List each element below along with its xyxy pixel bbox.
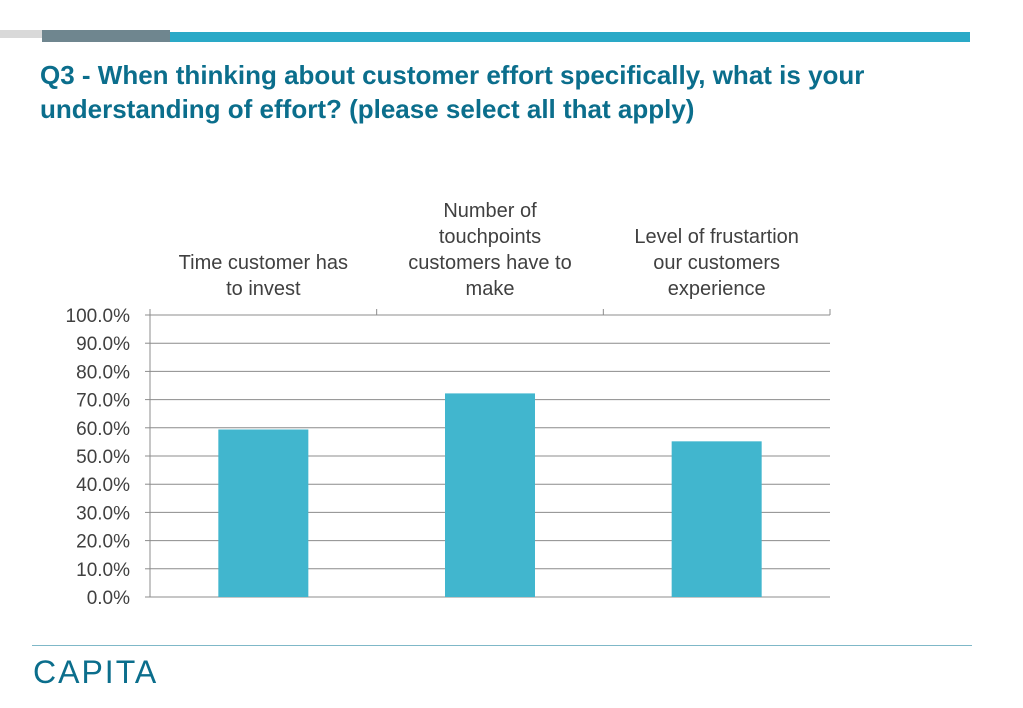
category-label: touchpoints <box>439 226 541 248</box>
header-accent-dark <box>42 30 170 42</box>
header-accent-grey <box>0 30 42 38</box>
y-tick-label: 80.0% <box>76 362 130 383</box>
category-label: Number of <box>443 200 537 222</box>
category-label: Time customer has <box>179 252 348 274</box>
category-label: our customers <box>653 252 780 274</box>
slide-title: Q3 - When thinking about customer effort… <box>40 60 865 124</box>
y-tick-label: 70.0% <box>76 391 130 412</box>
bar <box>218 429 309 597</box>
header-accent-bar <box>170 32 970 42</box>
y-tick-label: 100.0% <box>66 306 131 327</box>
category-label: to invest <box>226 278 301 300</box>
y-tick-label: 10.0% <box>76 560 130 581</box>
y-tick-label: 30.0% <box>76 503 130 524</box>
bar <box>445 393 535 597</box>
y-tick-label: 60.0% <box>76 419 130 440</box>
y-tick-label: 50.0% <box>76 447 130 468</box>
category-label: make <box>466 278 515 300</box>
y-tick-label: 20.0% <box>76 532 130 553</box>
footer-divider <box>32 645 972 646</box>
y-tick-label: 0.0% <box>87 588 130 609</box>
y-tick-label: 90.0% <box>76 334 130 355</box>
bar <box>671 441 762 597</box>
y-tick-label: 40.0% <box>76 475 130 496</box>
capita-logo: CAPITA <box>33 654 159 690</box>
category-label: experience <box>668 278 766 300</box>
category-label: customers have to <box>408 252 571 274</box>
category-label: Level of frustartion <box>634 226 799 248</box>
